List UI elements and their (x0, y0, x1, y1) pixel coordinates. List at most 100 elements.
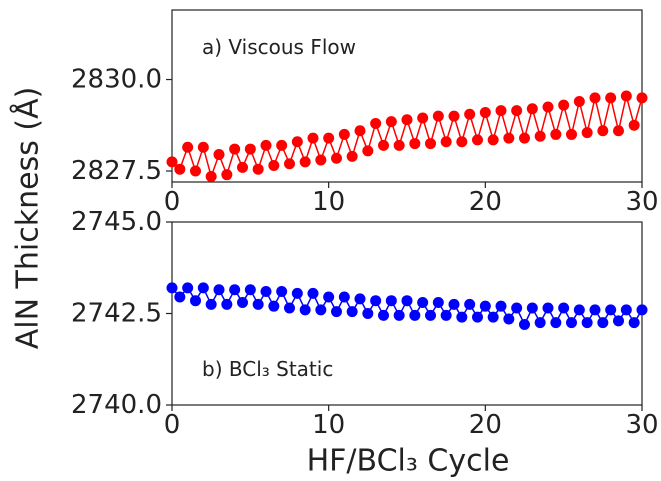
data-point (229, 143, 241, 155)
data-point (354, 293, 366, 305)
data-point (597, 125, 609, 137)
data-point (190, 165, 201, 177)
data-point (237, 297, 248, 309)
data-point (542, 302, 554, 314)
data-point (487, 311, 499, 323)
data-point (636, 92, 648, 104)
data-point (268, 160, 280, 172)
data-point (260, 286, 272, 298)
data-point (519, 318, 530, 330)
data-point (425, 138, 436, 150)
data-point (346, 306, 358, 318)
data-point (362, 145, 374, 157)
data-point (417, 297, 429, 309)
data-point (589, 304, 601, 316)
y-tick-label: 2742.5 (71, 299, 162, 329)
data-point (307, 132, 319, 144)
data-point (393, 139, 405, 151)
data-point (385, 295, 397, 307)
data-point (385, 116, 397, 128)
y-tick-label: 2830.0 (71, 65, 162, 95)
data-point (166, 156, 178, 168)
data-point (605, 92, 617, 104)
data-point (237, 161, 248, 173)
data-point (464, 108, 476, 120)
data-point (299, 304, 311, 316)
data-point (566, 317, 577, 329)
data-point (174, 291, 186, 303)
data-point (409, 138, 421, 150)
data-point (221, 298, 233, 310)
data-point (464, 298, 476, 310)
data-point (511, 302, 523, 314)
data-point (605, 304, 617, 316)
data-point (589, 92, 601, 104)
data-point (542, 101, 554, 113)
data-point (581, 317, 593, 329)
data-point (503, 132, 515, 144)
data-point (628, 317, 640, 329)
data-point (558, 99, 570, 111)
data-point (190, 295, 201, 307)
data-point (370, 117, 382, 129)
data-point (487, 134, 499, 146)
data-point (628, 119, 640, 131)
data-point (409, 309, 421, 321)
data-point (331, 306, 342, 318)
x-tick-label: 30 (625, 410, 658, 440)
data-point (174, 163, 186, 175)
data-point (534, 317, 546, 329)
data-point (197, 141, 209, 153)
data-point (354, 125, 366, 137)
data-point (534, 130, 546, 142)
data-point (620, 90, 632, 102)
data-point (205, 298, 217, 310)
x-tick-label: 20 (469, 410, 502, 440)
data-point (307, 287, 319, 299)
data-point (182, 141, 194, 153)
data-point (252, 163, 264, 175)
x-tick-label: 30 (625, 187, 658, 217)
data-point (393, 309, 405, 321)
data-point (252, 298, 264, 310)
data-point (244, 284, 256, 296)
data-point (613, 125, 624, 137)
data-point (425, 309, 436, 321)
data-point (213, 284, 225, 296)
data-point (362, 308, 374, 319)
data-point (284, 302, 295, 314)
data-point (456, 311, 468, 323)
data-point (346, 150, 358, 162)
data-point (315, 304, 327, 316)
x-tick-label: 0 (164, 187, 181, 217)
x-axis-title: HF/BCl₃ Cycle (307, 444, 510, 479)
data-point (613, 315, 624, 327)
data-point (440, 309, 452, 321)
data-point (472, 134, 483, 146)
y-tick-label: 2745.0 (71, 207, 162, 237)
data-point (378, 139, 389, 151)
data-point (370, 295, 382, 307)
data-point (417, 112, 429, 124)
data-point (432, 110, 444, 122)
x-tick-label: 10 (312, 187, 345, 217)
data-point (519, 132, 530, 144)
data-point (479, 300, 491, 312)
data-point (291, 287, 303, 299)
data-point (550, 128, 562, 140)
x-tick-label: 0 (164, 410, 181, 440)
data-point (229, 284, 241, 296)
data-point (166, 282, 178, 294)
data-point (276, 286, 288, 298)
data-point (472, 311, 483, 323)
data-point (323, 291, 335, 303)
data-point (573, 304, 585, 316)
y-axis-title: AlN Thickness (Å) (10, 87, 46, 350)
data-point (221, 169, 233, 181)
data-point (550, 317, 562, 329)
data-point (495, 300, 507, 312)
panel-viscous-flow: 0 10 20 30 2827.5 2830.0 a) Viscous Flow (71, 9, 659, 217)
x-tick-label: 10 (312, 410, 345, 440)
data-point (511, 105, 523, 117)
